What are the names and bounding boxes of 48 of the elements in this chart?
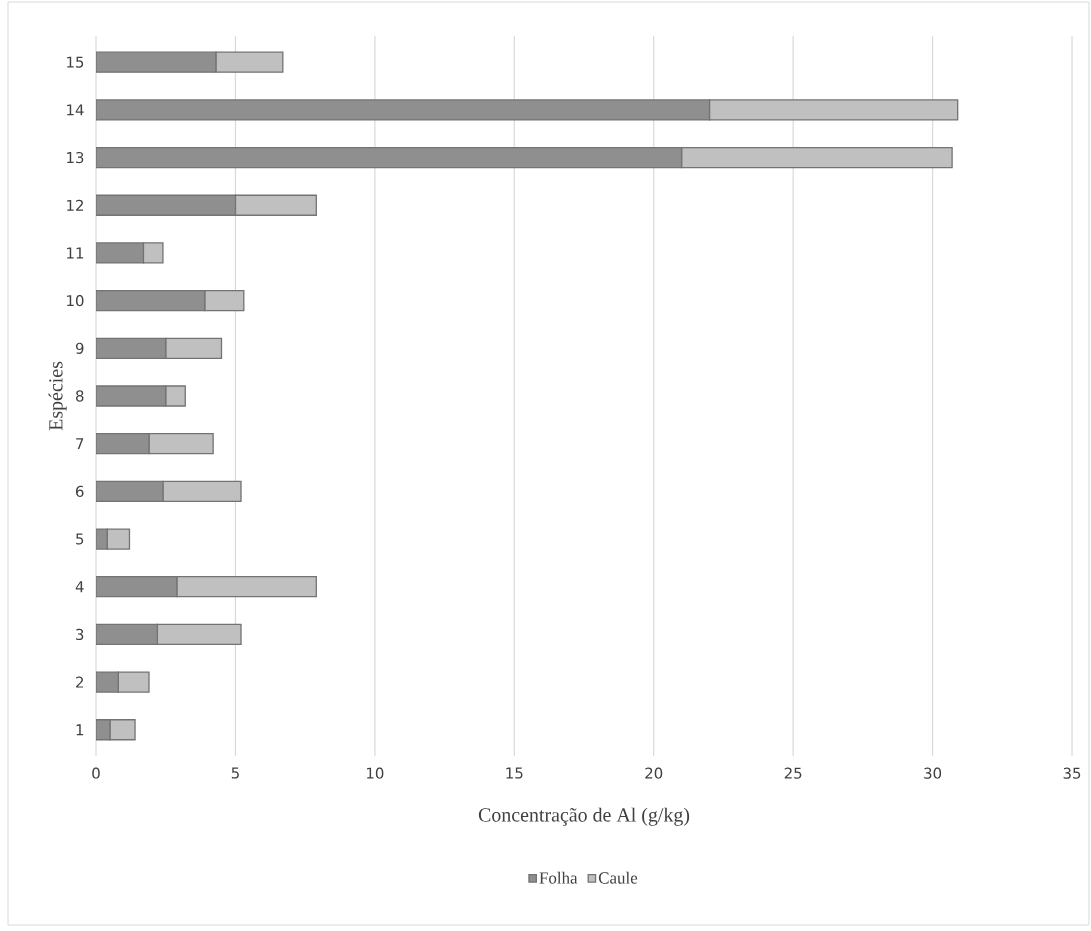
bar	[165, 385, 186, 407]
y-tick-label: 4	[75, 581, 84, 593]
bar	[117, 671, 150, 693]
bar	[156, 623, 242, 646]
bar	[142, 242, 164, 264]
y-tick-label: 15	[67, 56, 84, 68]
legend-label: Caule	[598, 871, 638, 884]
legend-label: Folha	[539, 871, 578, 884]
y-tick-label: 5	[76, 533, 84, 545]
y-tick-label: 12	[67, 199, 83, 211]
y-tick-label: 2	[76, 676, 83, 688]
y-tick-label: 6	[76, 485, 84, 498]
bar	[234, 194, 317, 216]
x-tick-label: 30	[924, 767, 942, 779]
bar	[165, 337, 223, 359]
y-axis-title: Espécies	[48, 361, 67, 431]
y-tick-label: 11	[67, 247, 84, 259]
x-tick-label: 0	[92, 767, 100, 779]
bar	[148, 433, 214, 455]
x-tick-label: 35	[1063, 767, 1081, 779]
y-tick-label: 3	[76, 628, 84, 641]
x-tick-label: 25	[784, 767, 802, 779]
bar	[96, 289, 206, 312]
bar	[176, 576, 317, 598]
x-tick-label: 15	[506, 767, 523, 779]
x-tick-label: 20	[645, 767, 663, 779]
y-tick-label: 9	[75, 342, 84, 354]
bar	[204, 289, 245, 312]
bar	[96, 337, 167, 359]
y-tick-label: 7	[76, 438, 84, 450]
y-tick-label: 13	[67, 151, 84, 164]
bar	[96, 194, 237, 216]
bar	[96, 146, 683, 169]
y-tick-label: 14	[67, 104, 84, 116]
y-tick-label: 8	[76, 390, 84, 402]
x-axis-title: Concentração de Al (g/kg)	[478, 807, 690, 826]
x-tick-label: 5	[231, 767, 239, 779]
bar	[96, 480, 164, 502]
bar	[96, 51, 217, 73]
bar	[106, 528, 131, 550]
y-tick-label: 10	[67, 294, 84, 307]
bar	[96, 433, 150, 455]
bar	[96, 99, 711, 121]
y-tick-label: 1	[76, 724, 84, 736]
bar	[162, 480, 242, 502]
bar	[96, 576, 178, 598]
bar	[96, 623, 159, 646]
x-tick-label: 10	[367, 767, 384, 779]
